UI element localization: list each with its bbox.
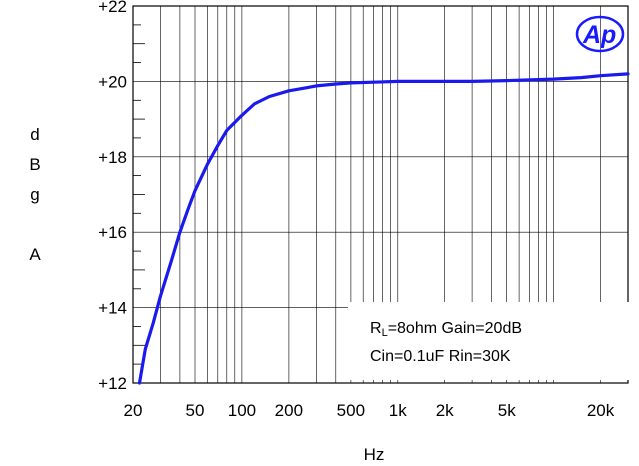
x-tick-label: 1k: [389, 401, 407, 420]
annotation-box: [348, 302, 639, 380]
y-tick-labels: +12 +14 +16 +18 +20 +22: [98, 0, 127, 393]
x-tick-label: 200: [275, 401, 303, 420]
ap-logo: Ap: [575, 15, 625, 53]
y-axis-label-char: d: [30, 125, 39, 144]
series-line: [137, 72, 630, 385]
y-axis-label: dBg A: [29, 125, 41, 264]
y-tick-label: +22: [98, 0, 127, 16]
x-axis-label: Hz: [364, 445, 385, 464]
plot-frame: [132, 5, 629, 384]
x-tick-label: 2k: [436, 401, 454, 420]
y-tick-label: +18: [98, 148, 127, 167]
annotation-line-2: Cin=0.1uF Rin=30K: [370, 348, 511, 365]
y-tick-label: +12: [98, 374, 127, 393]
x-tick-label: 20: [124, 401, 143, 420]
x-tick-label: 5k: [498, 401, 516, 420]
x-tick-label: 20k: [587, 401, 615, 420]
series-layer: [137, 72, 630, 385]
x-tick-labels: 20 50 100 200 500 1k 2k 5k 20k: [124, 401, 615, 420]
y-tick-label: +20: [98, 72, 127, 91]
x-tick-label: 500: [337, 401, 365, 420]
y-axis-label-char: A: [29, 245, 41, 264]
ap-logo-text: Ap: [582, 21, 616, 49]
y-tick-label: +16: [98, 223, 127, 242]
x-tick-label: 100: [228, 401, 256, 420]
y-axis-label-char: g: [30, 185, 39, 204]
x-tick-label: 50: [186, 401, 205, 420]
annotation-line-1: RL=8ohm Gain=20dB: [370, 320, 522, 339]
ap-logo-ring: [575, 15, 625, 53]
y-axis-label-char: B: [29, 155, 40, 174]
y-tick-label: +14: [98, 299, 127, 318]
